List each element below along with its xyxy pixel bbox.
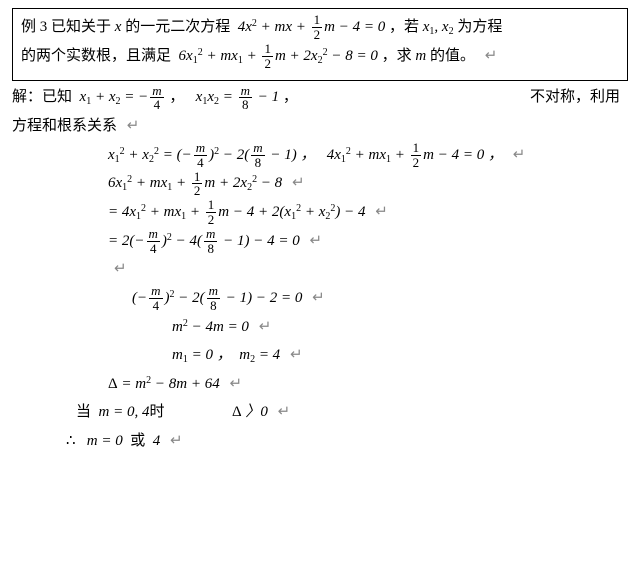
note: 不对称，利用 bbox=[530, 83, 628, 112]
problem-line1: 例 3 已知关于 x 的一元二次方程 4x2 + mx + 12m − 4 = … bbox=[21, 13, 619, 42]
vieta-sum: x1 + x2 = −m4 bbox=[76, 89, 170, 105]
disc: Δ = m2 − 8m + 64 ↵ bbox=[12, 370, 628, 399]
blank: ↵ bbox=[12, 255, 628, 284]
line-marker: ↵ bbox=[292, 175, 305, 191]
line-marker: ↵ bbox=[375, 204, 388, 220]
t4: 为方程 bbox=[457, 19, 502, 35]
step3: = 4x12 + mx1 + 12m − 4 + 2(x12 + x22) − … bbox=[12, 198, 628, 227]
note2: 方程和根系关系 bbox=[12, 118, 117, 134]
step7: m1 = 0 ， m2 = 4 ↵ bbox=[12, 341, 628, 370]
step2: 6x12 + mx1 + 12m + 2x22 − 8 ↵ bbox=[12, 169, 628, 198]
t1: 已知关于 bbox=[51, 19, 111, 35]
line-marker: ↵ bbox=[278, 404, 291, 420]
t3: ，若 bbox=[389, 19, 419, 35]
sol-line1: 解：已知 x1 + x2 = −m4 ， x1x2 = m8 − 1 ， 不对称… bbox=[12, 83, 628, 112]
t5: 的两个实数根，且满足 bbox=[21, 48, 171, 64]
t7: 的值。 bbox=[430, 48, 475, 64]
example-label: 例 3 bbox=[21, 19, 47, 35]
line-marker: ↵ bbox=[229, 376, 242, 392]
line-marker: ↵ bbox=[513, 147, 526, 163]
check-pre: 当 bbox=[76, 404, 91, 420]
step4: = 2(−m4)2 − 4(m8 − 1) − 4 = 0 ↵ bbox=[12, 227, 628, 256]
t6: ，求 bbox=[382, 48, 412, 64]
vieta-prod: x1x2 = m8 − 1 bbox=[196, 89, 283, 105]
eq2: 6x12 + mx1 + 12m + 2x22 − 8 = 0 bbox=[175, 48, 382, 64]
therefore: ∴ bbox=[66, 433, 76, 449]
t2: 的一元二次方程 bbox=[125, 19, 230, 35]
line-marker: ↵ bbox=[310, 233, 323, 249]
eq1: 4x2 + mx + 12m − 4 = 0 bbox=[234, 19, 389, 35]
sol-line-note2: 方程和根系关系 ↵ bbox=[12, 112, 628, 141]
line-marker: ↵ bbox=[312, 290, 325, 306]
step6: m2 − 4m = 0 ↵ bbox=[12, 313, 628, 342]
problem-box: 例 3 已知关于 x 的一元二次方程 4x2 + mx + 12m − 4 = … bbox=[12, 8, 628, 81]
line-marker: ↵ bbox=[114, 261, 127, 277]
var-x: x bbox=[115, 19, 122, 35]
line-marker: ↵ bbox=[485, 48, 498, 64]
line-marker: ↵ bbox=[259, 319, 272, 335]
step5: (−m4)2 − 2(m8 − 1) − 2 = 0 ↵ bbox=[12, 284, 628, 313]
m: m bbox=[415, 48, 426, 64]
line-marker: ↵ bbox=[170, 433, 183, 449]
sol-prefix: 解：已知 bbox=[12, 89, 72, 105]
answer: ∴ m = 0 或 4 ↵ bbox=[12, 427, 628, 456]
step1: x12 + x22 = (−m4)2 − 2(m8 − 1) ， 4x12 + … bbox=[12, 141, 628, 170]
line-marker: ↵ bbox=[290, 347, 303, 363]
check: 当 m = 0, 4时 Δ 〉0 ↵ bbox=[12, 398, 628, 427]
roots: x1, x2 bbox=[423, 19, 454, 35]
line-marker: ↵ bbox=[127, 118, 140, 134]
problem-line2: 的两个实数根，且满足 6x12 + mx1 + 12m + 2x22 − 8 =… bbox=[21, 42, 619, 71]
